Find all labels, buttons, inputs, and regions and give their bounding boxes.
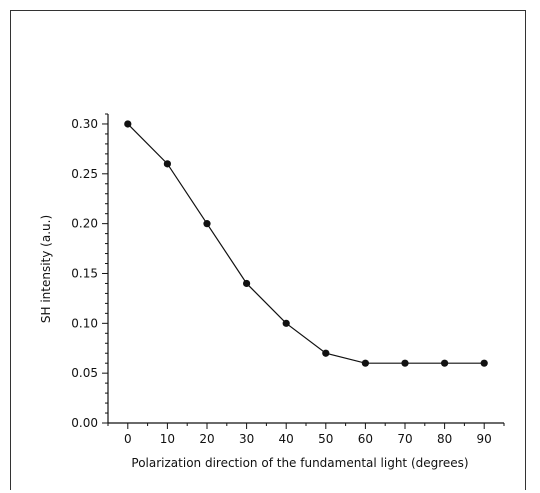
x-tick-label: 90 xyxy=(477,432,492,446)
x-tick-label: 60 xyxy=(358,432,373,446)
data-point xyxy=(441,359,449,367)
x-tick-label: 80 xyxy=(437,432,452,446)
x-tick-label: 0 xyxy=(124,432,132,446)
y-tick-label: 0.10 xyxy=(71,316,98,330)
series-group xyxy=(124,120,488,367)
data-point xyxy=(282,319,290,327)
figure-frame xyxy=(10,10,526,490)
x-tick-label: 20 xyxy=(199,432,214,446)
x-tick-label: 10 xyxy=(160,432,175,446)
x-tick-label: 30 xyxy=(239,432,254,446)
y-tick-label: 0.00 xyxy=(71,416,98,430)
x-tick-label: 70 xyxy=(397,432,412,446)
y-tick-label: 0.25 xyxy=(71,167,98,181)
data-point xyxy=(163,160,171,168)
series-line xyxy=(127,123,485,364)
data-point xyxy=(401,359,409,367)
data-point xyxy=(243,279,251,288)
data-point xyxy=(124,120,132,128)
data-point xyxy=(203,220,211,228)
data-point xyxy=(361,359,369,367)
ticks-group: 0.00 0.05 0.10 0.15 0.20 0.25 0.30 0 10 20 30 40 50 6… xyxy=(71,113,505,446)
y-tick-label: 0.15 xyxy=(71,266,98,280)
y-tick-label: 0.30 xyxy=(71,117,98,131)
y-tick-label: 0.20 xyxy=(71,217,98,231)
y-axis-title: SH intensity (a.u.) xyxy=(39,215,53,323)
y-tick-label: 0.05 xyxy=(71,366,98,380)
x-axis-title: Polarization direction of the fundamenta… xyxy=(131,456,468,470)
x-tick-label: 40 xyxy=(279,432,294,446)
data-point xyxy=(322,349,330,357)
x-tick-label: 50 xyxy=(318,432,333,446)
data-point xyxy=(480,359,488,367)
